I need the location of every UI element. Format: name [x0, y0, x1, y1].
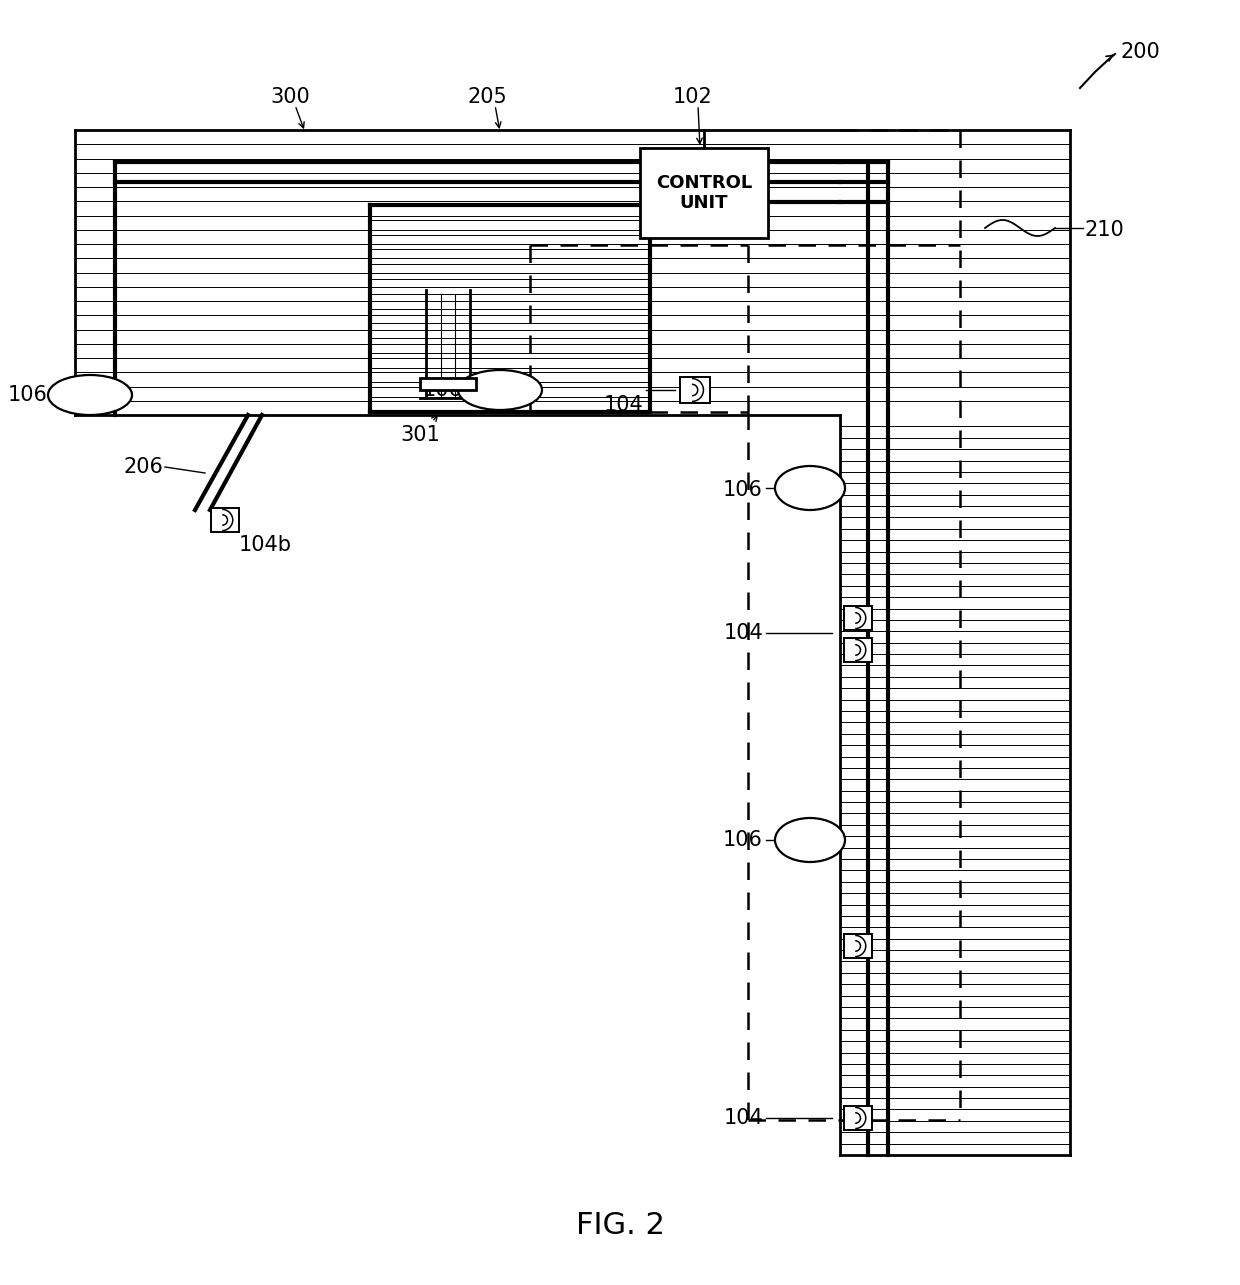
Ellipse shape [775, 466, 844, 510]
Text: 104: 104 [723, 623, 763, 642]
Text: 102: 102 [673, 87, 713, 107]
Text: 106: 106 [9, 386, 48, 405]
Bar [844, 1106, 872, 1130]
Text: 206: 206 [123, 457, 162, 477]
Text: 104: 104 [723, 1108, 763, 1128]
Bar [420, 378, 476, 391]
Bar [844, 607, 872, 630]
Text: 200: 200 [1120, 42, 1159, 62]
Ellipse shape [775, 819, 844, 862]
Bar [640, 148, 768, 238]
Ellipse shape [458, 370, 542, 410]
Ellipse shape [48, 375, 131, 415]
Text: 106: 106 [423, 380, 463, 400]
Text: 210: 210 [1085, 220, 1125, 240]
Bar [211, 508, 239, 532]
Text: 104: 104 [603, 394, 644, 415]
Text: 205: 205 [467, 87, 507, 107]
Bar [680, 377, 711, 403]
Text: 106: 106 [723, 481, 763, 500]
Bar [844, 637, 872, 662]
Text: FIG. 2: FIG. 2 [575, 1210, 665, 1240]
Text: 300: 300 [270, 87, 310, 107]
Text: 301: 301 [401, 425, 440, 445]
Text: 104b: 104b [238, 535, 291, 555]
Text: 106: 106 [723, 830, 763, 849]
Bar [844, 934, 872, 959]
Text: CONTROL
UNIT: CONTROL UNIT [656, 173, 753, 212]
